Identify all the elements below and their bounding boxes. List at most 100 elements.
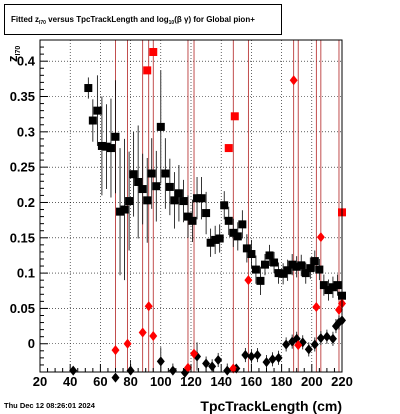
y-tick-label: 0.1 <box>17 266 35 281</box>
black-square-point <box>188 216 197 225</box>
x-tick-label: 200 <box>301 374 323 389</box>
black-square-point <box>247 250 256 259</box>
red-diamond-point <box>334 304 343 315</box>
black-square-point <box>174 189 183 198</box>
red-diamond-point <box>229 363 238 374</box>
black-diamond-point <box>168 365 177 376</box>
axes: 20 40 60 80 100 120 140 160 180 200 220 0 0.05 0.1 0.1… <box>5 46 353 414</box>
black-square-point <box>274 269 283 278</box>
black-diamond-point <box>268 354 277 365</box>
legend-part-2: versus TpcTrackLength and log <box>45 15 169 24</box>
x-tick-label: 120 <box>180 374 202 389</box>
black-square-point <box>333 281 342 290</box>
black-square-point <box>283 266 292 275</box>
black-square-point <box>197 194 206 203</box>
black-square-point <box>170 196 179 205</box>
black-square-point <box>270 258 279 267</box>
black-square-point <box>288 260 297 269</box>
black-square-point <box>97 141 106 150</box>
black-square-point <box>116 207 125 216</box>
black-diamond-point <box>262 357 271 368</box>
red-diamond-point <box>149 330 158 341</box>
legend-title: Fitted zI70 versus TpcTrackLength and lo… <box>11 15 255 26</box>
black-square-point <box>143 196 152 205</box>
black-square-point <box>147 169 156 178</box>
black-square-point <box>233 232 242 241</box>
black-square-point <box>251 265 260 274</box>
black-square-point <box>297 261 306 270</box>
black-square-point <box>84 84 93 93</box>
black-square-point <box>183 212 192 221</box>
black-square-point <box>125 197 134 206</box>
legend-sub-1: I70 <box>39 20 46 26</box>
black-square-point <box>179 197 188 206</box>
red-diamond-point <box>123 338 132 349</box>
x-axis-title: TpcTrackLength (cm) <box>200 398 342 414</box>
black-square-point <box>260 260 269 269</box>
black-square-point <box>138 185 147 194</box>
red-diamond-point <box>316 232 325 243</box>
black-diamond-point <box>253 350 262 361</box>
red-vertical-lines <box>115 40 340 372</box>
red-diamond-point <box>144 301 153 312</box>
y-tick-label: 0.15 <box>10 230 35 245</box>
red-diamond-point <box>183 362 192 373</box>
black-square-point <box>220 201 229 210</box>
red-diamond-point <box>289 75 298 86</box>
grid-lines <box>40 40 342 372</box>
legend-sub-2: 10 <box>168 20 175 26</box>
black-diamond-point <box>156 356 165 367</box>
red-square-point <box>149 48 158 57</box>
black-diamond-point <box>111 372 120 383</box>
black-square-point <box>211 235 220 244</box>
x-tick-label: 60 <box>93 374 107 389</box>
x-tick-label: 160 <box>241 374 263 389</box>
black-square-point <box>224 216 233 225</box>
black-square-point <box>165 182 174 191</box>
legend-part-3: (β γ) for Global pion+ <box>174 15 255 24</box>
y-tick-label: 0.3 <box>17 124 35 139</box>
timestamp: Thu Dec 12 08:26:01 2024 <box>4 401 95 410</box>
x-tick-label: 100 <box>150 374 172 389</box>
black-square-point <box>120 205 129 214</box>
x-tick-label: 180 <box>271 374 293 389</box>
black-square-point <box>93 106 102 115</box>
black-diamond-point <box>322 331 331 342</box>
black-square-point <box>310 257 319 266</box>
y-tick-label: 0.25 <box>10 160 35 175</box>
x-tick-label: 140 <box>210 374 232 389</box>
black-square-point <box>324 286 333 295</box>
y-axis-title: zI70 <box>5 46 22 62</box>
black-diamond-point <box>202 358 211 369</box>
black-square-point <box>319 281 328 290</box>
y-tick-label: 0.4 <box>17 54 36 69</box>
y-tick-label: 0.2 <box>17 195 35 210</box>
black-square-point <box>106 144 115 153</box>
black-square-point <box>206 238 215 247</box>
black-square-point <box>152 182 161 191</box>
black-diamond-point <box>304 344 313 355</box>
black-square-point <box>315 265 324 274</box>
black-diamond-point <box>282 339 291 350</box>
black-square-point <box>134 177 143 186</box>
black-diamond-point <box>316 333 325 344</box>
red-diamond-point <box>190 348 199 359</box>
x-tick-label: 80 <box>123 374 137 389</box>
y-tick-label: 0.35 <box>10 89 35 104</box>
black-square-point <box>202 209 211 218</box>
black-square-point <box>292 262 301 271</box>
y-tick-label: 0.05 <box>10 301 35 316</box>
black-square-point <box>102 142 111 151</box>
black-square-point <box>193 194 202 203</box>
black-square-point <box>328 283 337 292</box>
red-square-point <box>143 66 152 75</box>
red-square-point <box>230 112 239 121</box>
red-diamond-point <box>294 340 303 351</box>
red-diamond-point <box>138 327 147 338</box>
x-tick-label: 40 <box>63 374 77 389</box>
black-square-point <box>88 116 97 125</box>
black-square-point <box>279 269 288 278</box>
x-tick-label: 220 <box>331 374 353 389</box>
black-diamond-point <box>214 354 223 365</box>
